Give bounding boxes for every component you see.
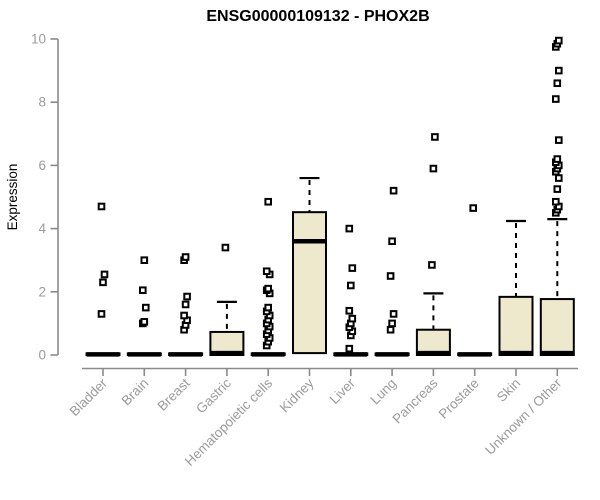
x-tick-label: Skin	[494, 376, 523, 405]
iqr-box	[539, 298, 575, 356]
boxplot-gastric	[209, 243, 245, 357]
outlier-point	[183, 292, 191, 301]
x-tick-label: Bladder	[67, 375, 111, 419]
outlier-point	[389, 186, 398, 195]
outlier-point	[555, 36, 563, 45]
boxplots-group	[85, 36, 575, 357]
boxplot-pancreas	[415, 133, 451, 357]
outlier-point	[348, 314, 357, 323]
outlier-point	[388, 319, 396, 328]
outlier-point	[429, 164, 438, 173]
boxplot-brain	[126, 256, 162, 357]
outlier-point	[140, 318, 149, 326]
outlier-point	[553, 155, 562, 163]
outlier-point	[264, 197, 272, 206]
outlier-point	[264, 284, 272, 293]
boxplot-unknown-other	[539, 36, 575, 356]
y-tick-label: 4	[38, 221, 46, 236]
chart-title: ENSG00000109132 - PHOX2B	[206, 8, 429, 25]
y-tick-label: 10	[31, 32, 46, 47]
y-tick-label: 8	[38, 95, 46, 110]
x-tick-label: Pancreas	[390, 375, 441, 426]
iqr-box	[498, 295, 534, 356]
boxplot-lung	[374, 186, 410, 357]
iqr-box	[292, 211, 327, 355]
y-tick-label: 6	[38, 158, 46, 173]
outlier-point	[555, 66, 563, 75]
outlier-point	[140, 256, 149, 264]
outlier-point	[553, 185, 562, 193]
outlier-point	[553, 79, 562, 88]
outlier-point	[97, 310, 106, 318]
outlier-point	[347, 281, 355, 290]
outlier-point	[552, 197, 560, 206]
outlier-point	[555, 174, 563, 182]
iqr-box	[415, 328, 451, 357]
outlier-point	[555, 136, 563, 144]
outlier-point	[181, 300, 190, 309]
outlier-point	[386, 272, 395, 280]
x-tick-label: Breast	[155, 375, 193, 413]
outlier-point	[180, 311, 188, 320]
outlier-point	[345, 306, 354, 315]
y-axis-title: Expression	[5, 164, 20, 231]
outlier-point	[469, 204, 477, 212]
boxplot-kidney	[292, 176, 327, 355]
outlier-point	[264, 303, 272, 312]
x-tick-label: Prostate	[436, 376, 482, 422]
outlier-point	[221, 243, 230, 252]
x-tick-label: Gastric	[193, 375, 234, 416]
outlier-point	[142, 303, 150, 312]
outlier-point	[552, 95, 560, 103]
outlier-point	[431, 133, 439, 141]
boxplot-bladder	[85, 202, 121, 357]
outlier-point	[389, 310, 398, 318]
outlier-point	[262, 267, 271, 276]
outlier-point	[99, 278, 107, 287]
outlier-point	[348, 264, 357, 272]
outlier-point	[388, 237, 396, 246]
y-tick-label: 0	[38, 348, 46, 363]
x-tick-label: Brain	[119, 376, 152, 409]
boxplot-hematopoietic-cells	[250, 197, 286, 357]
outlier-point	[386, 325, 395, 334]
outlier-point	[181, 253, 190, 261]
outlier-point	[428, 261, 436, 269]
x-tick-label: Kidney	[277, 375, 317, 415]
y-tick-label: 2	[38, 284, 46, 299]
boxplot-liver	[333, 224, 369, 357]
outlier-point	[97, 202, 106, 211]
boxplot-skin	[498, 219, 534, 356]
x-tick-label: Lung	[367, 376, 399, 408]
outlier-point	[345, 344, 354, 353]
outlier-point	[100, 270, 109, 279]
boxplot-breast	[168, 253, 204, 357]
outlier-point	[139, 286, 147, 295]
boxplot-prostate	[457, 204, 493, 357]
x-tick-label: Unknown / Other	[482, 375, 565, 458]
outlier-point	[345, 224, 354, 233]
x-tick-label: Liver	[327, 375, 359, 407]
